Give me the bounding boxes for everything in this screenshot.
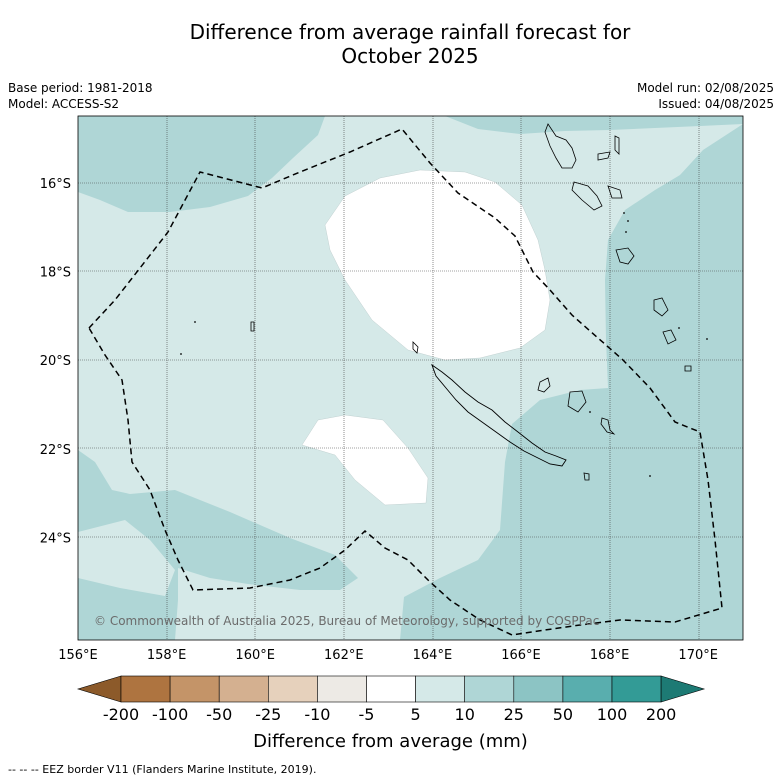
y-tick-label: 16°S (40, 177, 71, 192)
vanuatu-island (571, 181, 603, 211)
colorbar-tick-label: -25 (255, 705, 281, 724)
colorbar-segment (464, 675, 515, 703)
island-outline (583, 472, 590, 481)
island-outline (250, 321, 255, 332)
colorbar-segment (366, 675, 416, 703)
colorbar-tick-labels: -200 -100 -50 -25 -10 -5 5 10 25 50 100 200 (103, 705, 677, 724)
contour-neg5-5-north (324, 169, 551, 361)
colorbar (76, 675, 706, 703)
colorbar-segment (562, 675, 613, 703)
contour-10-25-northwest (78, 116, 325, 212)
island-outline (537, 377, 551, 393)
colorbar-tick-label: -5 (359, 705, 375, 724)
colorbar-title: Difference from average (mm) (253, 731, 528, 752)
colorbar-tick-label: 100 (597, 705, 628, 724)
vanuatu-island (607, 185, 623, 199)
map-frame (77, 115, 744, 641)
colorbar-tick-label: 50 (553, 705, 573, 724)
colorbar-segment (169, 675, 220, 703)
vanuatu-island (544, 123, 577, 169)
vanuatu-island (662, 329, 677, 345)
vanuatu-island (597, 151, 611, 161)
colorbar-tick-label: -200 (103, 705, 139, 724)
eez-footnote: -- -- -- EEZ border V11 (Flanders Marine… (8, 763, 317, 776)
x-tick-label: 164°E (413, 648, 453, 663)
colorbar-segment (513, 675, 564, 703)
island-outline (567, 390, 587, 413)
meta-right: Model run: 02/08/2025 Issued: 04/08/2025 (637, 80, 774, 112)
eez-border (88, 128, 723, 636)
copyright-text: © Commonwealth of Australia 2025, Bureau… (94, 614, 600, 628)
island-outline (600, 417, 616, 435)
map-title-line2: October 2025 (341, 44, 479, 68)
small-islands (180, 212, 708, 477)
colorbar-tick-label: 10 (455, 705, 475, 724)
colorbar-segment (267, 675, 318, 703)
x-tick-label: 162°E (324, 648, 364, 663)
colorbar-segment (317, 675, 367, 703)
colorbar-segment (415, 675, 466, 703)
y-tick-label: 22°S (40, 443, 71, 458)
vanuatu-island (684, 365, 692, 372)
contour-10-25-east (400, 124, 743, 640)
new-caledonia-coastline (431, 363, 567, 467)
x-tick-label: 170°E (678, 648, 718, 663)
colorbar-segment (120, 675, 171, 703)
x-tick-label: 156°E (58, 648, 98, 663)
colorbar-segment (218, 675, 269, 703)
colorbar-tick-label: 25 (504, 705, 524, 724)
vanuatu-island (653, 297, 669, 317)
contour-neg5-5-south (301, 414, 429, 506)
x-axis-ticks: 156°E 158°E 160°E 162°E 164°E 166°E 168°E 170°E (58, 648, 718, 663)
colorbar-tick-label: -10 (304, 705, 330, 724)
colorbar-tick-label: -50 (206, 705, 232, 724)
y-tick-label: 20°S (40, 354, 71, 369)
model-text: Model: ACCESS-S2 (8, 97, 120, 111)
vanuatu-island (614, 135, 620, 155)
colorbar-extend-low (76, 675, 122, 703)
colorbar-tick-label: 200 (646, 705, 677, 724)
y-tick-label: 24°S (40, 531, 71, 546)
y-tick-label: 18°S (40, 266, 71, 281)
map-plot-area (77, 115, 744, 641)
meta-left: Base period: 1981-2018 Model: ACCESS-S2 (8, 80, 153, 112)
graticule (78, 116, 743, 640)
issued-text: Issued: 04/08/2025 (658, 97, 774, 111)
x-tick-label: 160°E (235, 648, 275, 663)
x-tick-label: 168°E (590, 648, 630, 663)
contour-10-25-southwest (78, 450, 358, 640)
vanuatu-island (615, 247, 635, 265)
y-axis-ticks: 16°S 18°S 20°S 22°S 24°S (40, 177, 71, 546)
x-tick-label: 158°E (147, 648, 187, 663)
map-title-line1: Difference from average rainfall forecas… (189, 20, 631, 44)
x-tick-label: 166°E (501, 648, 541, 663)
colorbar-extend-high (660, 675, 706, 703)
colorbar-tick-label: 5 (411, 705, 421, 724)
contour-10-25-north (445, 116, 743, 134)
base-period-text: Base period: 1981-2018 (8, 81, 153, 95)
model-run-text: Model run: 02/08/2025 (636, 81, 774, 95)
colorbar-tick-label: -100 (152, 705, 188, 724)
colorbar-segment (611, 675, 662, 703)
island-outline (412, 341, 419, 354)
